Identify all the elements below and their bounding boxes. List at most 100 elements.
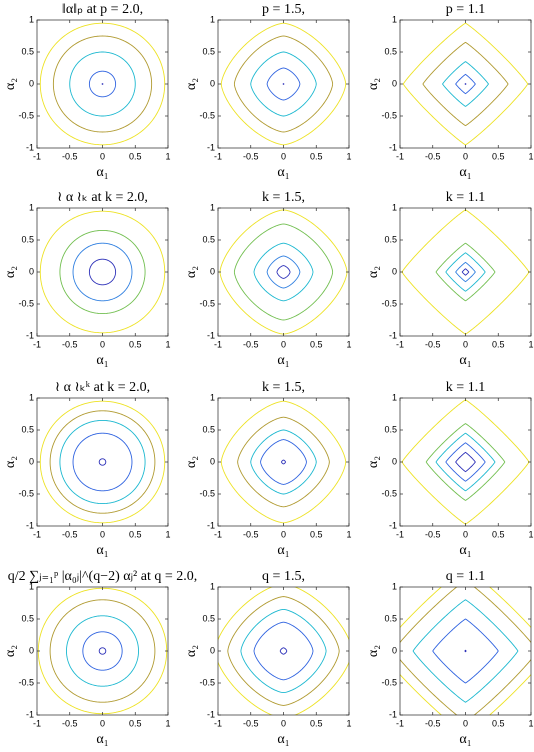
- x-tick-label: 1: [165, 151, 170, 161]
- x-axis-label: α₁: [96, 732, 108, 747]
- x-tick-label: 0: [281, 339, 286, 349]
- y-tick-label: 1: [29, 581, 34, 591]
- contour-line: [464, 83, 467, 85]
- contour-line: [98, 647, 107, 655]
- x-tick-label: 1: [165, 529, 170, 539]
- x-tick-label: -1: [33, 151, 41, 161]
- x-tick-label: 1: [528, 151, 533, 161]
- y-tick-label: 1: [392, 202, 397, 212]
- y-tick-label: -1: [389, 330, 397, 340]
- y-tick-label: 1: [29, 14, 34, 24]
- plot-area: [39, 210, 166, 334]
- x-tick-label: -1: [214, 151, 222, 161]
- x-tick-label: -0.5: [62, 529, 78, 539]
- x-tick-label: 0: [281, 718, 286, 728]
- contour-line: [435, 432, 496, 492]
- y-tick-label: 0: [392, 266, 397, 276]
- y-tick-label: 0: [210, 645, 215, 655]
- contour-line: [464, 649, 467, 653]
- x-tick-label: -0.5: [243, 718, 259, 728]
- x-tick-label: 1: [346, 339, 351, 349]
- contour-line: [425, 423, 506, 501]
- chart-title: ≀ α ≀ₖᵏ at k = 2.0,: [55, 380, 150, 395]
- y-tick-label: -0.5: [199, 677, 215, 687]
- x-axis-label: α₁: [277, 165, 289, 180]
- x-tick-label: 0: [463, 529, 468, 539]
- y-tick-label: 0.5: [21, 234, 34, 244]
- chart-title: q = 1.5,: [262, 569, 305, 584]
- y-tick-label: 1: [210, 392, 215, 402]
- contour-line: [422, 41, 509, 127]
- contour-line: [253, 621, 314, 681]
- x-tick-label: -1: [33, 339, 41, 349]
- contour-line: [88, 258, 117, 286]
- plot-area: [218, 587, 349, 715]
- contour-line: [101, 83, 104, 85]
- contour-line: [72, 432, 133, 492]
- axes-box: [36, 207, 169, 337]
- contour-line: [435, 242, 496, 302]
- x-tick-label: 0: [463, 339, 468, 349]
- contour-line: [69, 51, 136, 117]
- y-tick-label: -1: [207, 709, 215, 719]
- y-axis-label: α₂: [366, 645, 381, 657]
- x-axis-label: α₁: [96, 165, 108, 180]
- axes-box: [399, 397, 532, 527]
- x-tick-label: 0.5: [129, 529, 142, 539]
- y-axis-label: α₂: [3, 645, 18, 657]
- x-tick-label: 0: [100, 529, 105, 539]
- y-tick-label: -0.5: [381, 677, 397, 687]
- chart-title: ‖α‖ₚ at p = 2.0,: [62, 2, 143, 17]
- plot-area: [400, 587, 531, 715]
- y-axis-label: α₂: [184, 456, 199, 468]
- contour-line: [52, 35, 153, 133]
- y-tick-label: 0.5: [384, 424, 397, 434]
- x-tick-label: 1: [165, 718, 170, 728]
- x-tick-label: 1: [528, 339, 533, 349]
- plot-area: [401, 399, 530, 525]
- chart-title: k = 1.5,: [262, 190, 305, 205]
- y-axis-label: α₂: [366, 266, 381, 278]
- x-tick-label: -1: [33, 529, 41, 539]
- contour-line: [39, 22, 166, 146]
- x-tick-label: 0.5: [492, 718, 505, 728]
- contour-line: [253, 242, 314, 302]
- contour-line: [276, 265, 291, 279]
- x-tick-label: 0.5: [310, 718, 323, 728]
- x-tick-label: 0: [463, 151, 468, 161]
- x-tick-label: 1: [528, 529, 533, 539]
- x-tick-label: 0.5: [492, 151, 505, 161]
- y-tick-label: 1: [29, 202, 34, 212]
- y-axis-label: α₂: [366, 456, 381, 468]
- contour-line: [455, 451, 476, 473]
- y-tick-label: -0.5: [18, 677, 34, 687]
- plot-area: [39, 22, 166, 146]
- x-axis-label: α₁: [459, 543, 471, 558]
- axes-box: [399, 586, 532, 716]
- y-tick-label: 1: [210, 202, 215, 212]
- y-axis-label: α₂: [184, 645, 199, 657]
- x-tick-label: -0.5: [243, 529, 259, 539]
- y-tick-label: 0: [210, 266, 215, 276]
- contour-line: [59, 419, 146, 505]
- x-tick-label: -0.5: [425, 339, 441, 349]
- y-tick-label: 1: [210, 14, 215, 24]
- x-axis-label: α₁: [96, 543, 108, 558]
- contour-line: [401, 399, 530, 525]
- plot-area: [219, 209, 348, 335]
- plot-area: [401, 209, 530, 335]
- y-tick-label: 0.5: [202, 234, 215, 244]
- x-axis-label: α₁: [277, 353, 289, 368]
- x-tick-label: 1: [346, 529, 351, 539]
- contour-line: [82, 631, 123, 671]
- y-axis-label: α₂: [184, 266, 199, 278]
- y-tick-label: -1: [26, 520, 34, 530]
- contour-line: [218, 587, 349, 715]
- y-tick-label: -0.5: [381, 488, 397, 498]
- contour-line: [442, 61, 489, 107]
- y-tick-label: -0.5: [18, 298, 34, 308]
- chart-title: p = 1.1: [446, 2, 485, 17]
- x-tick-label: 0.5: [129, 151, 142, 161]
- axes-box: [36, 397, 169, 527]
